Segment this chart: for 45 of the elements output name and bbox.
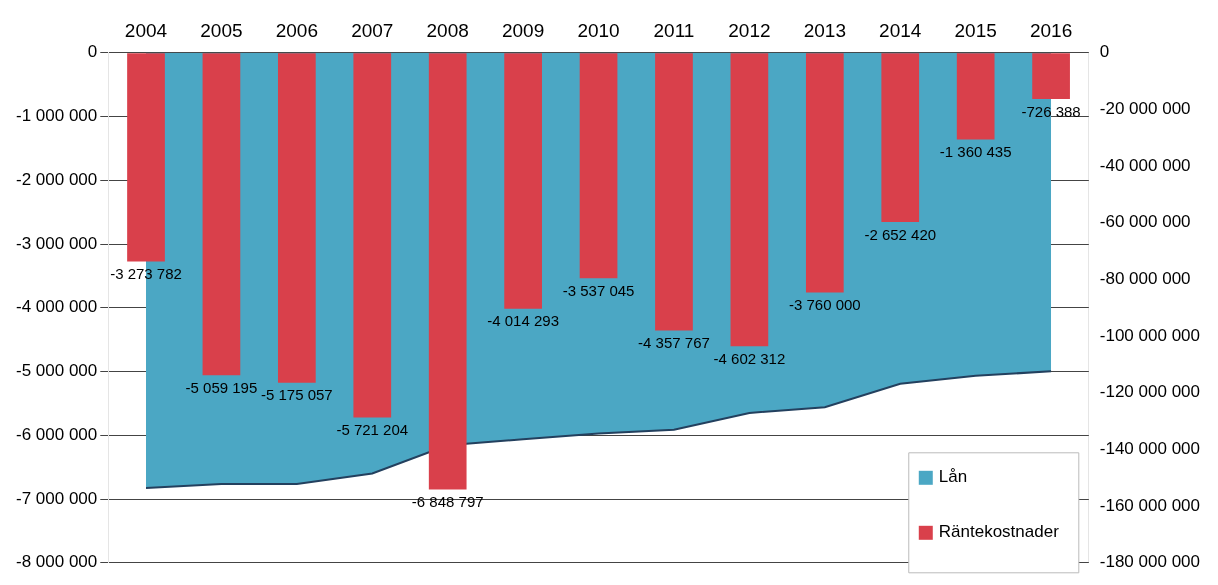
data-label: -726 388	[1021, 102, 1081, 120]
x-tick-label: 2008	[426, 19, 469, 41]
y-tick-label: -8 000 000	[15, 552, 98, 572]
data-label: -2 652 420	[864, 225, 937, 243]
y-tick-label: -7 000 000	[15, 488, 98, 508]
x-tick-label: 2007	[351, 19, 394, 41]
y-tick-label: 0	[87, 42, 98, 62]
data-label: -5 175 057	[260, 386, 333, 404]
data-label: -3 760 000	[788, 296, 861, 314]
y2-tick-label: -160 000 000	[1099, 495, 1200, 515]
data-label: -4 014 293	[487, 312, 559, 330]
legend-label: Lån	[938, 467, 968, 487]
y2-tick-label: -140 000 000	[1099, 439, 1200, 459]
x-tick-label: 2004	[124, 19, 168, 41]
x-tick-label: 2009	[501, 19, 545, 41]
x-tick-label: 2014	[879, 19, 922, 41]
x-tick-label: 2005	[200, 19, 243, 41]
x-tick-label: 2013	[803, 19, 846, 41]
data-label: -5 721 204	[336, 421, 409, 439]
y2-tick-label: -100 000 000	[1099, 325, 1200, 345]
y2-tick-label: -60 000 000	[1099, 212, 1191, 232]
data-label: -5 059 195	[185, 378, 258, 396]
x-tick-label: 2011	[653, 19, 695, 41]
x-tick-label: 2010	[577, 19, 620, 41]
y-tick-label: -6 000 000	[15, 424, 98, 444]
data-label: -1 360 435	[939, 143, 1012, 161]
y2-tick-label: -80 000 000	[1099, 269, 1191, 289]
y-tick-label: -3 000 000	[15, 233, 98, 253]
y-tick-label: -2 000 000	[15, 169, 98, 189]
data-label: -4 602 312	[713, 349, 786, 367]
y2-tick-label: -180 000 000	[1099, 552, 1200, 572]
y2-tick-label: -20 000 000	[1099, 99, 1191, 119]
y2-tick-label: -40 000 000	[1099, 155, 1191, 175]
x-tick-label: 2012	[728, 19, 771, 41]
y2-tick-label: 0	[1099, 42, 1110, 62]
y-tick-label: -5 000 000	[15, 361, 98, 381]
y2-tick-label: -120 000 000	[1099, 382, 1200, 402]
y-tick-label: -4 000 000	[15, 297, 98, 317]
x-tick-label: 2015	[954, 19, 997, 41]
y-tick-label: -1 000 000	[15, 106, 98, 126]
x-tick-label: 2006	[275, 19, 318, 41]
data-label: -4 357 767	[638, 334, 710, 352]
data-label: -3 537 045	[562, 281, 635, 299]
x-tick-label: 2016	[1029, 19, 1073, 41]
legend-label: Räntekostnader	[938, 522, 1060, 542]
